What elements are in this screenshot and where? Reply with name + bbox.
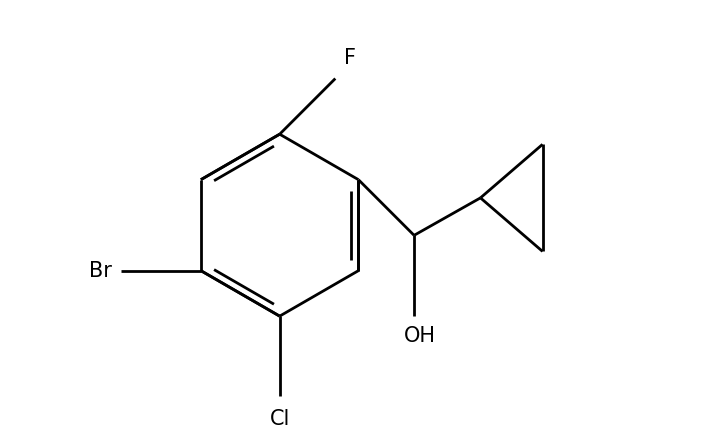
Text: OH: OH (404, 326, 435, 346)
Text: F: F (344, 48, 356, 68)
Text: Cl: Cl (269, 409, 290, 426)
Text: Br: Br (89, 261, 112, 281)
